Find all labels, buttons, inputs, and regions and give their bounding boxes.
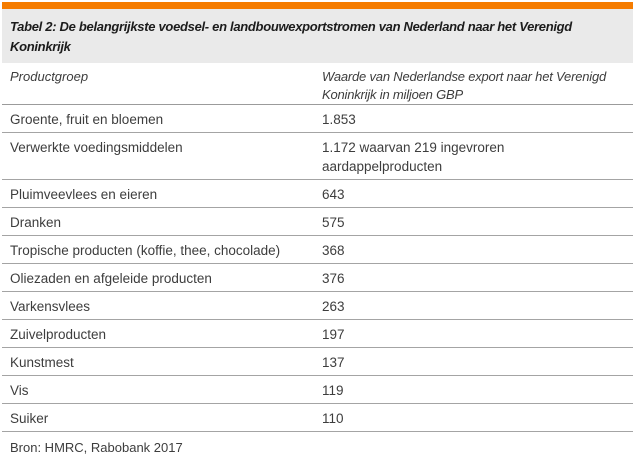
column-header-waarde: Waarde van Nederlandse export naar het V… [322,68,633,104]
value-text: 1.172 waarvan 219 ingevroren aardappelpr… [322,140,505,174]
product-cell: Oliezaden en afgeleide producten [10,271,212,286]
table-row: Pluimveevlees en eieren 643 [2,180,633,208]
value-text: 263 [322,299,345,314]
table-title-block: Tabel 2: De belangrijkste voedsel- en la… [2,9,633,63]
value-text: 643 [322,187,345,202]
product-cell: Varkensvlees [10,299,91,314]
column-header-productgroep: Productgroep [10,69,89,84]
table-row: Kunstmest 137 [2,348,633,376]
value-cell: 263 [322,297,633,316]
product-cell: Verwerkte voedingsmiddelen [10,140,183,155]
value-cell: 119 [322,381,633,400]
value-text: 376 [322,271,345,286]
table-row: Zuivelproducten 197 [2,320,633,348]
product-cell: Dranken [10,215,62,230]
value-cell: 376 [322,269,633,288]
table-row: Varkensvlees 263 [2,292,633,320]
value-text: 368 [322,243,345,258]
table-title: Tabel 2: De belangrijkste voedsel- en la… [10,19,572,54]
value-text: 197 [322,327,345,342]
table-row: Groente, fruit en bloemen 1.853 [2,105,633,133]
product-cell: Zuivelproducten [10,327,107,342]
product-cell: Kunstmest [10,355,74,370]
value-cell: 110 [322,409,633,428]
accent-bar [2,2,633,9]
table-row: Suiker 110 [2,404,633,432]
table-header-row: Productgroep Waarde van Nederlandse expo… [2,63,633,105]
value-text: 119 [322,383,344,398]
product-cell: Pluimveevlees en eieren [10,187,158,202]
value-text: 575 [322,215,345,230]
table-figure-inner: Tabel 2: De belangrijkste voedsel- en la… [2,2,633,455]
value-cell: 575 [322,213,633,232]
product-cell: Suiker [10,411,49,426]
table-row: Tropische producten (koffie, thee, choco… [2,236,633,264]
table-body: Groente, fruit en bloemen 1.853 Verwerkte … [2,105,633,432]
column-header-waarde-text: Waarde van Nederlandse export naar het V… [322,69,607,102]
value-text: 110 [322,411,344,426]
value-cell: 137 [322,353,633,372]
value-cell: 643 [322,185,633,204]
product-cell: Tropische producten (koffie, thee, choco… [10,243,281,258]
table-row: Dranken 575 [2,208,633,236]
product-cell: Groente, fruit en bloemen [10,112,164,127]
table-row: Oliezaden en afgeleide producten 376 [2,264,633,292]
value-cell: 1.172 waarvan 219 ingevroren aardappelpr… [322,138,633,176]
value-cell: 197 [322,325,633,344]
table-row: Vis 119 [2,376,633,404]
source-note: Bron: HMRC, Rabobank 2017 [10,440,183,455]
table-row: Verwerkte voedingsmiddelen 1.172 waarvan … [2,133,633,180]
value-cell: 368 [322,241,633,260]
value-text: 1.853 [322,112,356,127]
value-text: 137 [322,355,345,370]
value-cell: 1.853 [322,110,633,129]
product-cell: Vis [10,383,29,398]
